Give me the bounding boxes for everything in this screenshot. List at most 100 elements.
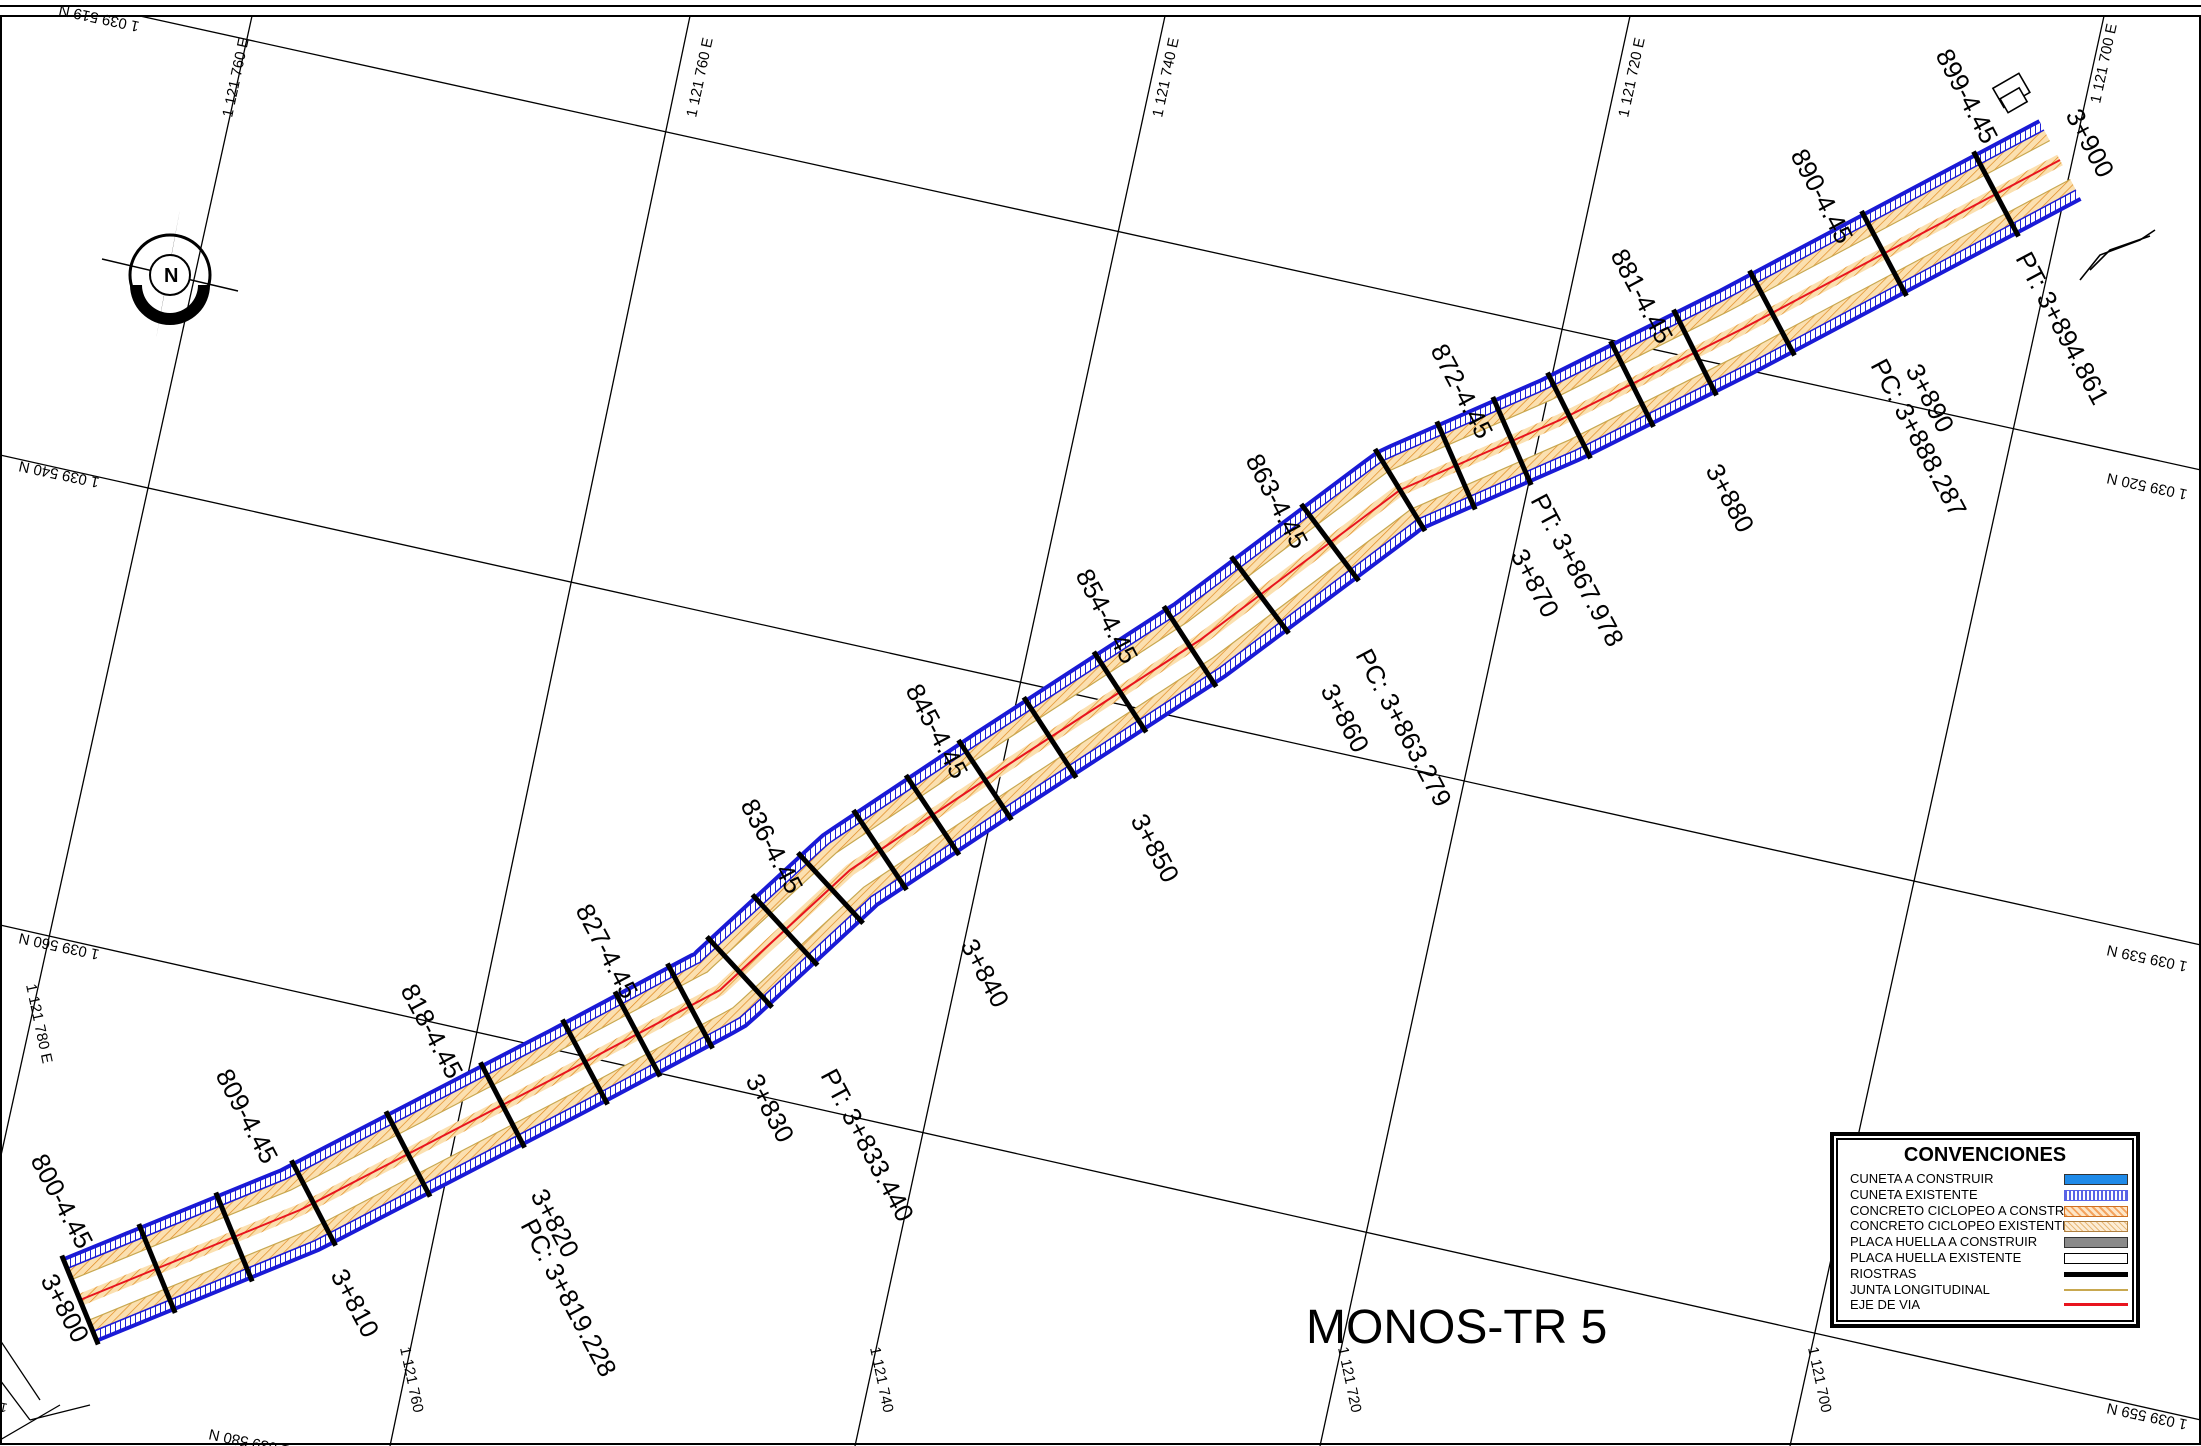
- grid-label-e: 1 121 780 E: [22, 982, 55, 1065]
- legend-swatch: [2064, 1303, 2128, 1307]
- concreto-center: [77, 154, 2063, 1306]
- grid-label-n: 1 039 560 N: [17, 929, 100, 963]
- station-label: 3+860: [1315, 679, 1376, 758]
- legend-item-label: PLACA HUELLA EXISTENTE: [1850, 1249, 2022, 1265]
- grid-label-e: 1 121 760: [396, 1345, 427, 1414]
- legend-swatch: [2064, 1271, 2128, 1277]
- riostra: [136, 1223, 178, 1314]
- riostra: [560, 1018, 610, 1106]
- legend-item: EJE DE VIA: [1834, 1297, 2136, 1313]
- station-label: 3+800: [35, 1269, 96, 1348]
- riostra: [383, 1110, 433, 1198]
- legend-item: PLACA HUELLA EXISTENTE: [1834, 1250, 2136, 1266]
- end-symbols: [1991, 72, 2156, 281]
- grid-label-n: 1 039 520 N: [2105, 469, 2188, 503]
- grid-label-e: 1 121 740 E: [1149, 36, 1182, 119]
- grid-line-e: [1319, 15, 1631, 1446]
- curve-point-label: PT: 3+833.440: [815, 1064, 921, 1227]
- legend-swatch: [2064, 1252, 2128, 1264]
- riostra: [1859, 209, 1909, 298]
- legend-swatch: [2064, 1205, 2128, 1217]
- legend-swatch: [2064, 1174, 2128, 1185]
- sheet-frame: [0, 15, 2201, 1445]
- legend-item-label: CONCRETO CICLOPEO EXISTENTE: [1850, 1218, 2071, 1234]
- legend-item: CONCRETO CICLOPEO EXISTENTE: [1834, 1218, 2136, 1234]
- station-label: 3+830: [740, 1069, 801, 1148]
- north-letter: N: [164, 265, 178, 287]
- station-label: 3+840: [955, 934, 1016, 1013]
- grid-label-e: 1 121 760 E: [683, 36, 716, 119]
- junta-longitudinal: [71, 140, 2050, 1281]
- legend-item-label: EJE DE VIA: [1850, 1297, 1921, 1313]
- riostra: [1747, 269, 1797, 357]
- legend-item-label: RIOSTRAS: [1850, 1265, 1917, 1281]
- legend-item: CUNETA EXISTENTE: [1834, 1187, 2136, 1203]
- riostra: [1608, 339, 1656, 429]
- legend-item-label: CUNETA A CONSTRUIR: [1850, 1171, 1994, 1186]
- riostra: [1671, 308, 1719, 397]
- concreto-left: [67, 130, 2050, 1280]
- riostra: [1229, 555, 1291, 635]
- riostra: [851, 808, 909, 892]
- legend-item-label: PLACA HUELLA A CONSTRUIR: [1850, 1234, 2038, 1250]
- riostra: [956, 738, 1014, 822]
- legend-items: CUNETA A CONSTRUIR CUNETA EXISTENTE CONCRE…: [1834, 1171, 2136, 1313]
- curve-point-label: PT: 3+894.861: [2010, 247, 2116, 410]
- section-label: 818-4.45: [395, 979, 470, 1084]
- station-label: 3+810: [325, 1264, 386, 1343]
- legend-swatch: [2064, 1221, 2128, 1233]
- legend-item: RIOSTRAS: [1834, 1266, 2136, 1282]
- riostra: [1091, 650, 1149, 734]
- riostra: [750, 893, 820, 967]
- riostra: [1490, 396, 1534, 486]
- cuneta-edge-right: [92, 189, 2077, 1333]
- drawing-title: MONOS-TR 5: [1306, 1301, 1608, 1354]
- eje-de-via: [79, 159, 2061, 1301]
- grid-label-e: 1 121 740: [866, 1345, 897, 1414]
- riostra: [1545, 371, 1593, 460]
- north-arrow-fill: [130, 285, 210, 325]
- section-label: 899-4.45: [1930, 44, 2005, 149]
- section-label: 800-4.45: [25, 1149, 100, 1254]
- grid-label-e: 1 121 760 E: [219, 36, 252, 119]
- section-label: 827-4.45: [570, 899, 645, 1004]
- cuneta-edge-left: [66, 129, 2045, 1270]
- road-border-right: [95, 197, 2082, 1343]
- section-label: 890-4.45: [1785, 144, 1860, 249]
- riostra: [59, 1254, 101, 1346]
- junta-longitudinal: [88, 178, 2071, 1321]
- north-arrow-hub: [149, 254, 191, 296]
- grid-label-e: 1 121 700: [1804, 1345, 1835, 1414]
- legend-swatch: [2064, 1288, 2128, 1291]
- riostra: [1971, 150, 2021, 238]
- station-label: 3+880: [1700, 459, 1761, 538]
- legend-item: PLACA HUELLA A CONSTRUIR: [1834, 1234, 2136, 1250]
- legend-item-label: CUNETA EXISTENTE: [1850, 1186, 1978, 1202]
- section-label: 809-4.45: [210, 1064, 285, 1169]
- grid-line-e: [0, 15, 253, 1161]
- riostra: [612, 990, 663, 1078]
- riostra: [1021, 695, 1079, 780]
- grid-label-e: 1 121 700 E: [2087, 22, 2120, 105]
- legend-swatch: [2064, 1189, 2128, 1201]
- riostra: [903, 773, 962, 857]
- grid-label-e: 1 121 720 E: [1615, 36, 1648, 119]
- riostra: [213, 1191, 255, 1283]
- legend-item: CUNETA A CONSTRUIR: [1834, 1171, 2136, 1187]
- legend-item-label: CONCRETO CICLOPEO A CONSTRUIR: [1850, 1202, 2087, 1218]
- legend-swatch: [2064, 1237, 2128, 1249]
- grid-line-n: [0, 924, 2201, 1421]
- legend-item: CONCRETO CICLOPEO A CONSTRUIR: [1834, 1203, 2136, 1219]
- riostra: [1161, 604, 1219, 689]
- road-border-left: [62, 119, 2041, 1262]
- legend-title: CONVENCIONES: [1903, 1144, 2067, 1166]
- riostra: [705, 935, 774, 1009]
- station-label: 3+850: [1125, 809, 1186, 888]
- grid-line-n: [139, 15, 2201, 471]
- concreto-right: [88, 179, 2076, 1332]
- legend: CONVENCIONES CUNETA A CONSTRUIR CUNETA EX…: [1830, 1132, 2140, 1328]
- grid-label-e: 1 121 720: [1334, 1345, 1365, 1414]
- grid-label-n: 1 039 580 N: [207, 1425, 290, 1446]
- riostra: [1434, 420, 1478, 511]
- legend-item-label: JUNTA LONGITUDINAL: [1850, 1281, 1990, 1297]
